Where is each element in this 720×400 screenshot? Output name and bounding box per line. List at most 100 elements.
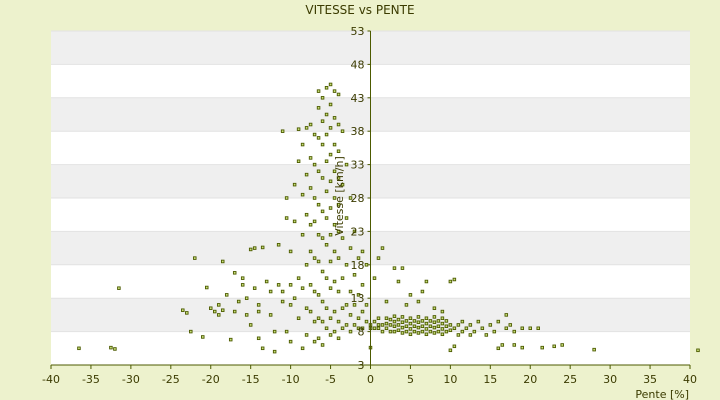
data-point bbox=[320, 236, 325, 240]
data-point bbox=[348, 196, 353, 200]
data-point bbox=[304, 172, 309, 177]
data-point bbox=[340, 276, 345, 280]
data-point bbox=[328, 259, 333, 264]
y-tick-label: 3 bbox=[358, 359, 365, 372]
x-tick-label: 15 bbox=[483, 373, 497, 386]
data-point bbox=[336, 256, 341, 260]
x-tick-label: 0 bbox=[367, 373, 374, 386]
data-point bbox=[300, 142, 305, 147]
data-point bbox=[324, 112, 329, 117]
data-point bbox=[216, 313, 221, 317]
data-point bbox=[408, 332, 413, 337]
data-point bbox=[272, 329, 277, 334]
data-point bbox=[320, 299, 325, 304]
data-point bbox=[312, 256, 317, 260]
data-point bbox=[216, 303, 221, 307]
data-point bbox=[512, 343, 517, 347]
data-point bbox=[356, 316, 361, 320]
data-point bbox=[356, 256, 361, 260]
data-point bbox=[360, 326, 365, 331]
data-point bbox=[336, 289, 341, 294]
data-point bbox=[356, 326, 361, 331]
data-point bbox=[452, 326, 457, 331]
data-point bbox=[420, 289, 425, 294]
data-point bbox=[328, 316, 333, 320]
data-point bbox=[468, 333, 473, 337]
data-point bbox=[364, 319, 369, 324]
data-point bbox=[388, 323, 393, 327]
data-point bbox=[304, 126, 309, 130]
data-point bbox=[332, 196, 337, 200]
data-point bbox=[416, 320, 421, 324]
data-point bbox=[332, 222, 337, 227]
y-tick-label: 38 bbox=[351, 125, 365, 138]
data-point bbox=[484, 333, 489, 337]
y-tick-label: 8 bbox=[358, 326, 365, 339]
data-point bbox=[352, 323, 357, 327]
data-point bbox=[444, 319, 449, 323]
chart-title: VITESSE vs PENTE bbox=[305, 3, 414, 17]
data-point bbox=[436, 324, 441, 329]
data-point bbox=[412, 324, 417, 329]
data-point bbox=[316, 202, 321, 207]
y-tick-label: 28 bbox=[351, 192, 365, 205]
data-point bbox=[328, 179, 333, 184]
data-point bbox=[220, 259, 225, 264]
data-point bbox=[344, 303, 349, 307]
data-point bbox=[316, 169, 321, 174]
data-point bbox=[488, 323, 493, 327]
data-point bbox=[296, 127, 301, 131]
data-point bbox=[308, 309, 313, 314]
data-point bbox=[232, 271, 237, 275]
data-point bbox=[384, 321, 389, 326]
x-axis-label: Pente [%] bbox=[635, 388, 689, 400]
data-point bbox=[500, 343, 505, 347]
data-point bbox=[424, 332, 429, 337]
data-point bbox=[440, 309, 445, 314]
data-point bbox=[520, 326, 525, 331]
data-point bbox=[248, 323, 253, 327]
data-point bbox=[316, 232, 321, 237]
data-point bbox=[117, 286, 121, 290]
data-point bbox=[328, 82, 333, 87]
data-point bbox=[348, 313, 353, 317]
data-point bbox=[424, 279, 429, 284]
data-point bbox=[340, 326, 345, 331]
data-point bbox=[324, 243, 329, 247]
data-point bbox=[316, 316, 321, 320]
data-point bbox=[332, 309, 337, 314]
data-point bbox=[228, 337, 233, 342]
x-tick-label: 40 bbox=[683, 373, 697, 386]
data-point bbox=[392, 329, 397, 334]
data-point bbox=[400, 331, 405, 335]
data-point bbox=[448, 323, 453, 327]
data-point bbox=[352, 303, 357, 307]
data-point bbox=[404, 329, 409, 334]
data-point bbox=[328, 152, 333, 157]
data-point bbox=[340, 182, 345, 187]
data-point bbox=[288, 249, 293, 254]
data-point bbox=[468, 323, 473, 327]
data-point bbox=[332, 89, 337, 93]
data-point bbox=[408, 293, 413, 297]
data-point bbox=[440, 327, 445, 331]
y-tick-label: 13 bbox=[351, 292, 365, 305]
data-point bbox=[512, 329, 517, 334]
data-point bbox=[220, 308, 225, 312]
data-point bbox=[296, 159, 301, 164]
data-point bbox=[416, 325, 421, 330]
data-point bbox=[380, 323, 385, 327]
x-tick-label: -35 bbox=[82, 373, 100, 386]
data-point bbox=[416, 331, 421, 335]
data-point bbox=[324, 189, 329, 194]
x-tick-label: -15 bbox=[242, 373, 260, 386]
data-point bbox=[324, 326, 329, 331]
data-point bbox=[324, 306, 329, 310]
x-tick-label: 20 bbox=[523, 373, 537, 386]
data-point bbox=[456, 323, 461, 327]
data-point bbox=[352, 273, 357, 277]
data-point bbox=[296, 276, 301, 280]
data-point bbox=[592, 347, 596, 352]
data-point bbox=[312, 289, 317, 294]
data-point bbox=[452, 277, 457, 282]
